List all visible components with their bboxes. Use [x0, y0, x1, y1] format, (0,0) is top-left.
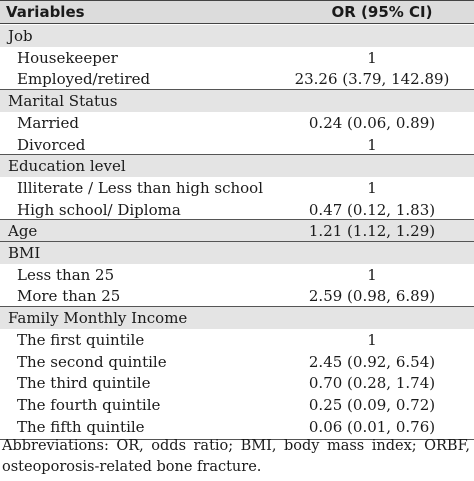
or-value: 1: [367, 135, 377, 154]
variable-label: Illiterate / Less than high school: [17, 178, 263, 197]
or-value: 1: [367, 330, 377, 349]
variable-label: Employed/retired: [17, 70, 151, 89]
table-row: Married 0.24 (0.06, 0.89): [0, 112, 474, 134]
group-divider: [0, 306, 474, 308]
group-label: Marital Status: [8, 92, 118, 111]
group-row: Family Monthly Income: [0, 307, 474, 329]
group-divider: [0, 241, 474, 242]
group-divider: [0, 154, 474, 156]
group-label: Education level: [8, 157, 126, 176]
table-header: Variables OR (95% CI): [0, 0, 474, 24]
group-band: [0, 242, 474, 264]
group-label: Job: [8, 27, 33, 45]
group-divider: [0, 89, 474, 91]
table-row: Housekeeper 1: [0, 47, 474, 69]
variable-label: The first quintile: [17, 330, 145, 349]
header-variables: Variables: [6, 3, 85, 21]
group-row: Education level: [0, 155, 474, 177]
table-row: Employed/retired 23.26 (3.79, 142.89): [0, 68, 474, 90]
group-divider: [0, 219, 474, 221]
or-value: 0.25 (0.09, 0.72): [308, 395, 436, 414]
table-row: Illiterate / Less than high school 1: [0, 177, 474, 199]
table-row: The fourth quintile 0.25 (0.09, 0.72): [0, 394, 474, 416]
or-value: 0.47 (0.12, 1.83): [308, 200, 436, 219]
variable-label: The second quintile: [17, 352, 167, 371]
or-value: 1.21 (1.12, 1.29): [308, 222, 436, 241]
or-value: 1: [367, 48, 377, 67]
variable-label: The fifth quintile: [17, 417, 145, 436]
or-value: 0.70 (0.28, 1.74): [308, 374, 436, 393]
variable-label: The fourth quintile: [17, 395, 161, 414]
table-row: The first quintile 1: [0, 329, 474, 351]
variable-label: Less than 25: [17, 265, 115, 284]
group-band: [0, 155, 474, 178]
table-row: Divorced 1: [0, 134, 474, 156]
header-or-ci: OR (95% CI): [331, 3, 433, 21]
table-row: The third quintile 0.70 (0.28, 1.74): [0, 372, 474, 394]
table-row: The fifth quintile 0.06 (0.01, 0.76): [0, 416, 474, 438]
variable-label: The third quintile: [17, 374, 151, 393]
group-band: [0, 307, 474, 330]
group-label: Family Monthly Income: [8, 309, 188, 328]
table-footnote: Abbreviations: OR, odds ratio; BMI, body…: [2, 438, 470, 475]
variable-label: Housekeeper: [17, 48, 118, 67]
group-row: BMI: [0, 242, 474, 264]
or-value: 0.06 (0.01, 0.76): [308, 417, 436, 436]
table-row: High school/ Diploma 0.47 (0.12, 1.83): [0, 199, 474, 221]
or-value: 23.26 (3.79, 142.89): [294, 70, 450, 89]
variable-label: Divorced: [17, 135, 86, 154]
or-value: 2.45 (0.92, 6.54): [308, 352, 436, 371]
group-row: Marital Status: [0, 90, 474, 112]
group-band: [0, 220, 474, 243]
table-row: The second quintile 2.45 (0.92, 6.54): [0, 351, 474, 373]
variable-label: High school/ Diploma: [17, 200, 181, 219]
table-bottom-rule: [0, 439, 474, 441]
or-value: 2.59 (0.98, 6.89): [308, 287, 436, 306]
variable-label: More than 25: [17, 287, 121, 306]
group-label: Age: [8, 222, 38, 241]
group-band: [0, 90, 474, 113]
group-row: Age 1.21 (1.12, 1.29): [0, 220, 474, 242]
group-row: Job: [0, 25, 474, 47]
group-band: [0, 25, 474, 47]
or-value: 1: [367, 265, 377, 284]
or-value: 0.24 (0.06, 0.89): [308, 113, 436, 132]
group-label: BMI: [8, 244, 41, 262]
variable-label: Married: [17, 113, 79, 132]
table-row: Less than 25 1: [0, 264, 474, 286]
table-row: More than 25 2.59 (0.98, 6.89): [0, 285, 474, 307]
or-value: 1: [367, 178, 377, 197]
